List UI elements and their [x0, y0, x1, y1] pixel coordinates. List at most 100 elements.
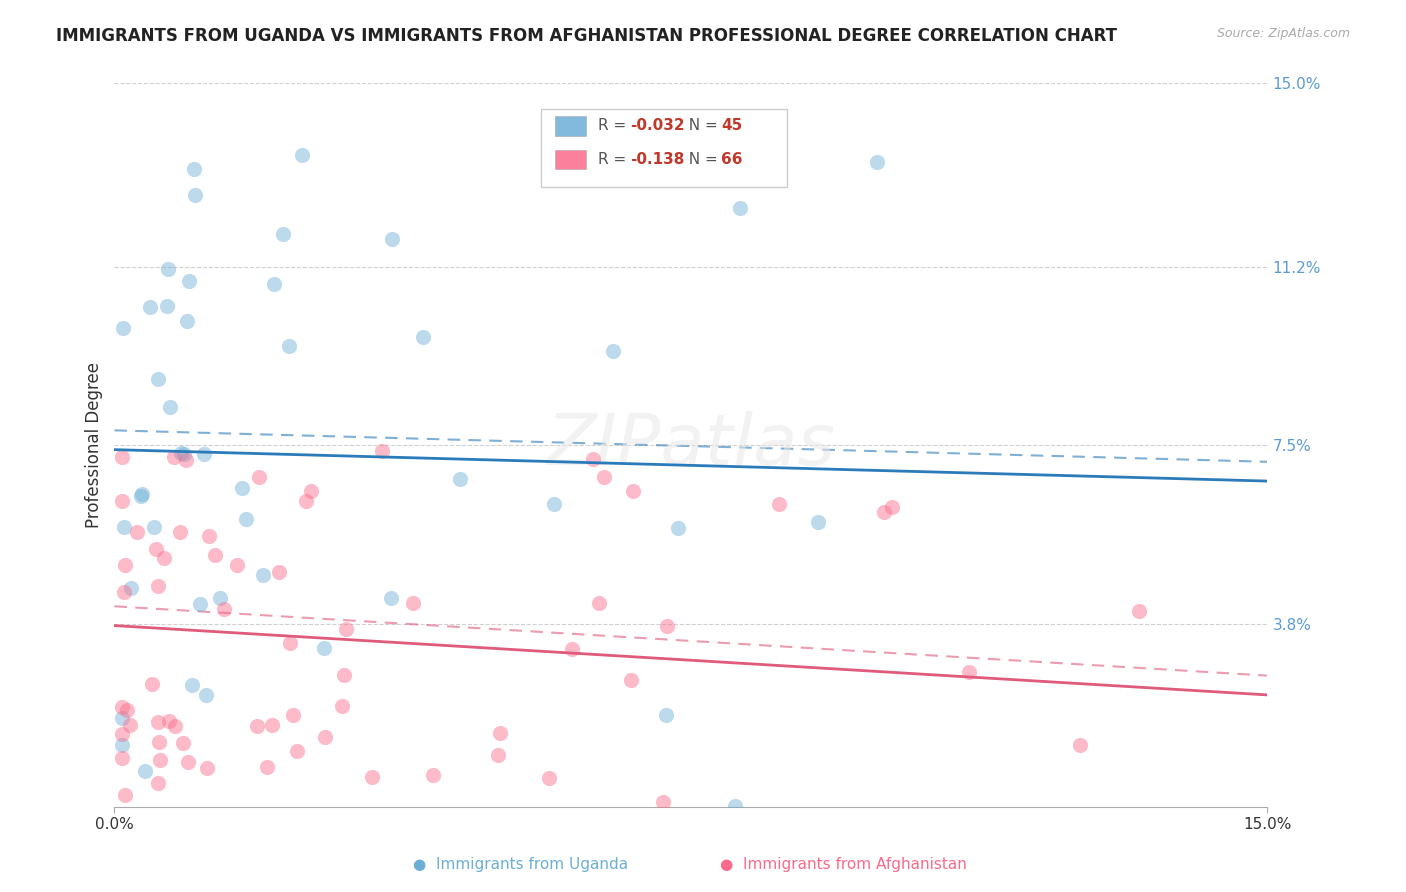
Point [402, 596, 425, 610]
Point [652, 795, 675, 809]
Point [115, 702, 138, 716]
Text: R =: R = [598, 153, 631, 167]
Point [588, 596, 610, 610]
Point [173, 447, 195, 461]
Point [422, 768, 444, 782]
Point [380, 232, 402, 246]
Point [112, 321, 135, 335]
Point [225, 558, 247, 572]
Point [666, 521, 689, 535]
Point [873, 505, 896, 519]
Point [174, 453, 197, 467]
Point [139, 300, 162, 314]
Point [256, 760, 278, 774]
Text: -0.138: -0.138 [630, 153, 685, 167]
Point [172, 736, 194, 750]
Point [489, 726, 512, 740]
Point [170, 446, 193, 460]
Point [231, 481, 253, 495]
Point [146, 579, 169, 593]
Point [333, 668, 356, 682]
Point [162, 450, 184, 464]
Point [134, 764, 156, 778]
Point [146, 371, 169, 385]
Text: ●  Immigrants from Afghanistan: ● Immigrants from Afghanistan [720, 857, 967, 872]
Point [193, 447, 215, 461]
Point [181, 678, 204, 692]
Point [728, 201, 751, 215]
Point [195, 761, 218, 775]
Point [271, 227, 294, 241]
Point [380, 591, 402, 606]
Text: N =: N = [679, 119, 723, 133]
Point [149, 753, 172, 767]
Point [111, 738, 134, 752]
Point [156, 299, 179, 313]
Point [488, 748, 510, 763]
Text: 66: 66 [721, 153, 742, 167]
Point [120, 718, 142, 732]
Point [183, 161, 205, 176]
Point [602, 344, 624, 359]
Point [621, 483, 644, 498]
Point [582, 451, 605, 466]
Point [807, 515, 830, 529]
Point [1069, 738, 1091, 752]
Point [330, 698, 353, 713]
Point [212, 602, 235, 616]
Point [146, 775, 169, 789]
Point [314, 730, 336, 744]
Point [111, 699, 134, 714]
Point [111, 750, 134, 764]
Point [295, 494, 318, 508]
Point [142, 520, 165, 534]
Point [188, 597, 211, 611]
Text: 45: 45 [721, 119, 742, 133]
Point [179, 275, 201, 289]
Text: -0.032: -0.032 [630, 119, 685, 133]
Point [299, 484, 322, 499]
Point [335, 623, 357, 637]
Point [127, 524, 149, 539]
Point [111, 727, 134, 741]
Point [561, 641, 583, 656]
Point [247, 469, 270, 483]
Point [159, 400, 181, 414]
Point [412, 330, 434, 344]
Point [176, 314, 198, 328]
Point [281, 708, 304, 723]
Point [1128, 604, 1150, 618]
Point [262, 718, 284, 732]
Text: ZIPatlas: ZIPatlas [547, 410, 835, 480]
Point [278, 636, 301, 650]
Point [263, 277, 285, 291]
Point [882, 500, 904, 514]
Point [111, 494, 134, 508]
Text: ●  Immigrants from Uganda: ● Immigrants from Uganda [412, 857, 628, 872]
Point [449, 472, 471, 486]
Point [866, 154, 889, 169]
Point [246, 719, 269, 733]
Point [177, 755, 200, 769]
Point [957, 665, 980, 679]
Point [183, 187, 205, 202]
Point [148, 735, 170, 749]
Point [371, 443, 394, 458]
Point [209, 591, 232, 606]
Point [204, 548, 226, 562]
Text: N =: N = [679, 153, 723, 167]
Text: IMMIGRANTS FROM UGANDA VS IMMIGRANTS FROM AFGHANISTAN PROFESSIONAL DEGREE CORREL: IMMIGRANTS FROM UGANDA VS IMMIGRANTS FRO… [56, 27, 1118, 45]
Point [291, 148, 314, 162]
Point [141, 677, 163, 691]
Point [620, 673, 643, 688]
Point [163, 719, 186, 733]
Point [361, 770, 384, 784]
Point [267, 565, 290, 579]
Point [169, 524, 191, 539]
Point [129, 489, 152, 503]
Point [235, 512, 257, 526]
Point [157, 262, 180, 277]
Point [657, 619, 679, 633]
Point [592, 470, 614, 484]
Point [120, 581, 142, 595]
